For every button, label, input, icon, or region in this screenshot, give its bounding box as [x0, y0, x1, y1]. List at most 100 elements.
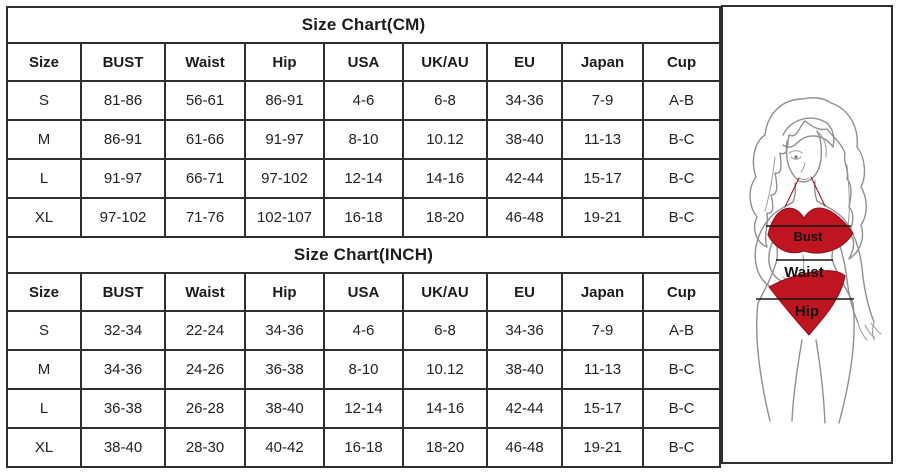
- measurement-cell: 4-6: [323, 80, 404, 121]
- column-header: Hip: [244, 272, 325, 312]
- column-header: UK/AU: [402, 272, 488, 312]
- measurement-cell: 12-14: [323, 388, 404, 429]
- table-title-row: Size Chart(CM): [5, 6, 722, 44]
- measurement-cell: 16-18: [323, 197, 404, 238]
- header-row-cm: Size BUST Waist Hip USA UK/AU EU Japan Cup: [6, 42, 722, 82]
- measurement-cell: 6-8: [402, 80, 488, 121]
- measurement-cell: 34-36: [80, 349, 166, 390]
- measurement-cell: 12-14: [323, 158, 404, 199]
- measurement-cell: B-C: [641, 427, 722, 468]
- measurement-cell: 38-40: [80, 427, 166, 468]
- measurement-cell: 91-97: [244, 119, 325, 160]
- measurement-cell: 22-24: [164, 310, 246, 351]
- size-table-inch: Size Chart(INCH) Size BUST Waist Hip USA UK/A…: [5, 236, 722, 468]
- size-label-cell: XL: [6, 427, 82, 468]
- measurement-cell: 4-6: [323, 310, 404, 351]
- measurement-cell: 32-34: [80, 310, 166, 351]
- hip-label: Hip: [795, 303, 819, 320]
- measurement-cell: 14-16: [402, 158, 488, 199]
- measurement-cell: 26-28: [164, 388, 246, 429]
- measurement-cell: 18-20: [402, 427, 488, 468]
- table-row: XL 38-40 28-30 40-42 16-18 18-20 46-48 19-21 B-C: [6, 427, 722, 468]
- measurement-cell: 42-44: [486, 158, 563, 199]
- measurement-cell: 86-91: [244, 80, 325, 121]
- measurement-cell: 86-91: [80, 119, 166, 160]
- measurement-cell: 11-13: [561, 119, 644, 160]
- measurement-cell: 46-48: [486, 427, 563, 468]
- measurement-cell: 7-9: [561, 80, 644, 121]
- measurement-cell: A-B: [641, 310, 722, 351]
- size-label-cell: S: [6, 310, 82, 351]
- measurement-cell: 38-40: [244, 388, 325, 429]
- measurement-cell: 102-107: [244, 197, 325, 238]
- measurement-figure-panel: Bust Waist Hip: [721, 5, 893, 464]
- measurement-cell: 36-38: [244, 349, 325, 390]
- measurement-cell: A-B: [641, 80, 722, 121]
- size-label-cell: L: [6, 158, 82, 199]
- measurement-cell: 7-9: [561, 310, 644, 351]
- column-header: Japan: [561, 42, 644, 82]
- measurement-cell: 19-21: [561, 427, 644, 468]
- table-title-row: Size Chart(INCH): [5, 236, 722, 274]
- measurement-cell: 14-16: [402, 388, 488, 429]
- measurement-cell: 40-42: [244, 427, 325, 468]
- measurement-cell: 66-71: [164, 158, 246, 199]
- measurement-cell: 38-40: [486, 349, 563, 390]
- measurement-cell: 46-48: [486, 197, 563, 238]
- column-header: Hip: [244, 42, 325, 82]
- measurement-cell: 81-86: [80, 80, 166, 121]
- column-header: EU: [486, 272, 563, 312]
- measurement-cell: B-C: [641, 349, 722, 390]
- measurement-cell: 10.12: [402, 349, 488, 390]
- measurement-cell: 15-17: [561, 388, 644, 429]
- measurement-cell: 8-10: [323, 349, 404, 390]
- measurement-cell: 34-36: [244, 310, 325, 351]
- column-header: USA: [323, 272, 404, 312]
- measurement-cell: B-C: [641, 197, 722, 238]
- column-header: Cup: [641, 272, 722, 312]
- measurement-cell: B-C: [641, 119, 722, 160]
- column-header: BUST: [80, 272, 166, 312]
- table-row: S 81-86 56-61 86-91 4-6 6-8 34-36 7-9 A-B: [6, 80, 722, 121]
- column-header: UK/AU: [402, 42, 488, 82]
- column-header: Cup: [641, 42, 722, 82]
- measurement-cell: 34-36: [486, 310, 563, 351]
- size-label-cell: L: [6, 388, 82, 429]
- column-header: BUST: [80, 42, 166, 82]
- size-chart-tables: Size Chart(CM) Size BUST Waist Hip USA UK/AU E…: [5, 6, 722, 468]
- size-label-cell: M: [6, 119, 82, 160]
- size-label-cell: M: [6, 349, 82, 390]
- header-row-inch: Size BUST Waist Hip USA UK/AU EU Japan Cup: [6, 272, 722, 312]
- table-row: XL 97-102 71-76 102-107 16-18 18-20 46-48 19-21…: [6, 197, 722, 238]
- measurement-cell: 61-66: [164, 119, 246, 160]
- measurement-cell: 42-44: [486, 388, 563, 429]
- measurement-cell: 71-76: [164, 197, 246, 238]
- measurement-cell: 38-40: [486, 119, 563, 160]
- measurement-cell: B-C: [641, 158, 722, 199]
- measurement-cell: 91-97: [80, 158, 166, 199]
- measurement-cell: 8-10: [323, 119, 404, 160]
- measurement-cell: 10.12: [402, 119, 488, 160]
- measurement-cell: 15-17: [561, 158, 644, 199]
- table-body-cm: S 81-86 56-61 86-91 4-6 6-8 34-36 7-9 A-B M 86-91 6…: [6, 80, 722, 238]
- table-row: L 91-97 66-71 97-102 12-14 14-16 42-44 15-17 B-C: [6, 158, 722, 199]
- column-header: Japan: [561, 272, 644, 312]
- size-label-cell: XL: [6, 197, 82, 238]
- measurement-cell: B-C: [641, 388, 722, 429]
- column-header: Waist: [164, 42, 246, 82]
- column-header: USA: [323, 42, 404, 82]
- column-header: Waist: [164, 272, 246, 312]
- measurement-cell: 36-38: [80, 388, 166, 429]
- table-row: L 36-38 26-28 38-40 12-14 14-16 42-44 15-17 B-C: [6, 388, 722, 429]
- table-title-inch: Size Chart(INCH): [5, 236, 722, 274]
- waist-label: Waist: [784, 264, 823, 281]
- bust-label: Bust: [794, 229, 824, 244]
- table-body-inch: S 32-34 22-24 34-36 4-6 6-8 34-36 7-9 A-B M 34-36 2…: [6, 310, 722, 468]
- table-title-cm: Size Chart(CM): [5, 6, 722, 44]
- measurement-cell: 24-26: [164, 349, 246, 390]
- table-row: M 34-36 24-26 36-38 8-10 10.12 38-40 11-13 B-C: [6, 349, 722, 390]
- measurement-cell: 16-18: [323, 427, 404, 468]
- woman-measurement-illustration: Bust Waist Hip: [749, 97, 882, 424]
- table-row: M 86-91 61-66 91-97 8-10 10.12 38-40 11-13 B-C: [6, 119, 722, 160]
- measurement-cell: 56-61: [164, 80, 246, 121]
